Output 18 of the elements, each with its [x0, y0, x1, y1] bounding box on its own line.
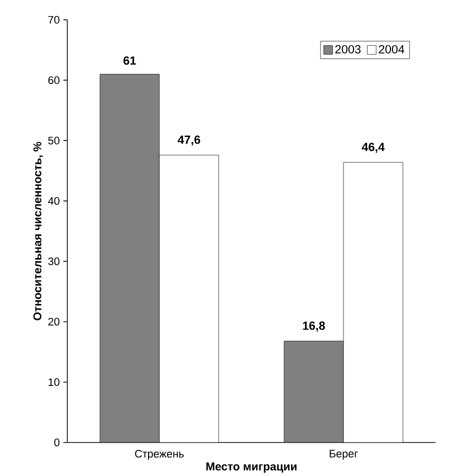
legend-label: 2003	[335, 45, 360, 54]
y-tick-label: 30	[48, 258, 60, 266]
legend-label: 2004	[378, 45, 404, 54]
x-axis-title: Место миграции	[206, 462, 296, 473]
y-tick-label: 10	[48, 378, 60, 386]
data-label: 47,6	[178, 136, 200, 146]
y-tick-label: 0	[54, 438, 60, 446]
x-tick-label: Стрежень	[134, 450, 184, 460]
y-axis-title: Относительная численность, %	[33, 142, 43, 320]
y-tick-label: 40	[48, 197, 60, 205]
data-label: 46,4	[362, 142, 384, 153]
y-tick-label: 50	[48, 136, 60, 144]
data-label: 16,8	[302, 322, 325, 332]
x-tick-label: Берег	[330, 450, 358, 460]
data-label: 61	[123, 56, 136, 65]
y-tick-label: 70	[48, 16, 60, 24]
y-tick-label: 20	[48, 318, 60, 326]
y-tick-label: 60	[48, 76, 60, 84]
